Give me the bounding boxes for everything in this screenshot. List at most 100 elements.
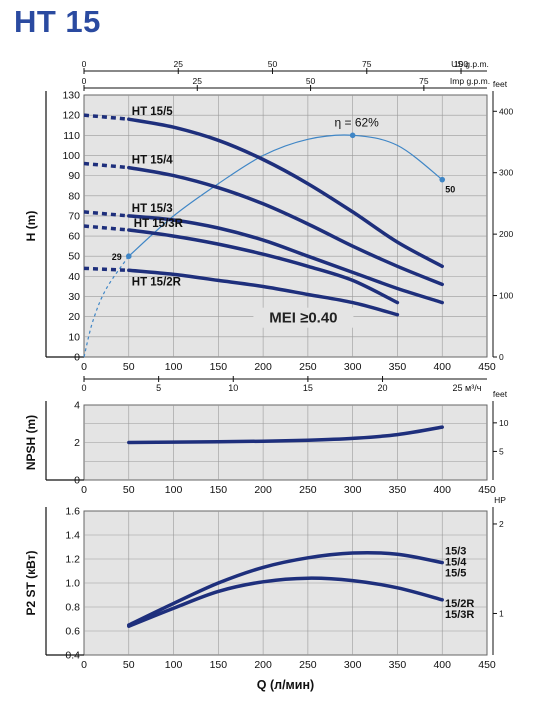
bottom-axis2-unit: 25 м³/ч	[453, 383, 482, 393]
head-ytick-label: 0	[74, 352, 80, 364]
top-axis-tick-label: 50	[306, 76, 316, 86]
head-y-label: H (m)	[24, 211, 38, 242]
power-xtick-label: 300	[344, 659, 362, 671]
power-xtick-label: 250	[299, 659, 317, 671]
series-label: HT 15/2R	[132, 276, 182, 288]
top-axis-tick-label: 25	[174, 59, 184, 69]
head-xtick-label: 350	[389, 361, 407, 373]
head-ytick-label: 50	[68, 251, 80, 263]
power-xtick-label: 200	[254, 659, 272, 671]
power-right-tick-label: 2	[499, 519, 504, 529]
efficiency-curve	[128, 134, 443, 257]
head-right-tick-label: 0	[499, 352, 504, 362]
npsh-ytick-label: 0	[74, 475, 80, 487]
series-label: 15/4	[445, 557, 467, 569]
head-ytick-label: 100	[62, 150, 80, 162]
npsh-right-tick-label: 10	[499, 418, 509, 428]
series-line-ht-15-3r	[127, 228, 400, 305]
efficiency-right-label: 50	[445, 185, 455, 195]
head-ytick-label: 70	[68, 210, 80, 222]
top-axis-tick-label: 75	[362, 59, 372, 69]
power-ytick-label: 1.4	[65, 530, 80, 542]
series-line-npsh	[127, 425, 444, 445]
efficiency-point-peak	[349, 132, 356, 139]
bottom-axis2-tick-label: 15	[303, 383, 313, 393]
top-axis-tick-label: 50	[268, 59, 278, 69]
series-line-ht-15-2r	[127, 268, 400, 317]
series-line-ht-15-4	[127, 165, 444, 287]
head-ytick-label: 40	[68, 271, 80, 283]
npsh-xtick-label: 350	[389, 484, 407, 496]
power-xtick-label: 450	[478, 659, 496, 671]
npsh-ytick-label: 4	[74, 400, 80, 412]
series-dashed-start	[83, 210, 129, 218]
series-label: HT 15/5	[132, 106, 174, 118]
head-ytick-label: 90	[68, 170, 80, 182]
power-y-label: P2 ST (кВт)	[24, 550, 38, 615]
npsh-xtick-label: 100	[165, 484, 183, 496]
series-dashed-start	[83, 113, 129, 121]
series-dashed-start	[83, 161, 129, 170]
efficiency-label: η = 62%	[334, 115, 379, 129]
power-xtick-label: 400	[433, 659, 451, 671]
power-ytick-label: 1.6	[65, 506, 80, 518]
top-axis-tick-label: 100	[454, 59, 468, 69]
series-line-ht-15-3	[127, 214, 444, 305]
head-ytick-label: 110	[63, 130, 80, 142]
series-line-15-2r-15-3r	[127, 576, 444, 628]
series-label: HT 15/3	[132, 203, 173, 215]
head-xtick-label: 150	[210, 361, 228, 373]
power-x-label: Q (л/мин)	[257, 678, 314, 692]
top-axis-unit: Imp g.p.m.	[450, 76, 490, 86]
series-label: 15/2R	[445, 598, 474, 610]
head-ytick-label: 10	[68, 331, 80, 343]
series-label: HT 15/3R	[134, 218, 184, 230]
head-ytick-label: 130	[62, 90, 80, 102]
efficiency-curve-dashed	[83, 255, 130, 358]
head-xtick-label: 400	[433, 361, 451, 373]
top-axis-tick-label: 25	[193, 76, 203, 86]
head-right-axis-unit: feet	[493, 79, 508, 89]
series-label: 15/3R	[445, 609, 474, 621]
power-xtick-label: 350	[389, 659, 407, 671]
head-xtick-label: 250	[299, 361, 317, 373]
npsh-right-tick-label: 5	[499, 446, 504, 456]
head-right-tick-label: 200	[499, 229, 513, 239]
power-ytick-label: 0.4	[65, 650, 80, 662]
bottom-axis2-tick-label: 5	[156, 383, 161, 393]
head-xtick-label: 0	[81, 361, 87, 373]
head-right-tick-label: 300	[499, 168, 513, 178]
head-xtick-label: 300	[344, 361, 362, 373]
power-xtick-label: 150	[210, 659, 228, 671]
series-line-15-3-15-4-15-5	[127, 550, 444, 627]
head-ytick-label: 80	[68, 190, 80, 202]
power-ytick-label: 0.8	[65, 602, 80, 614]
head-ytick-label: 120	[62, 110, 80, 122]
series-label: HT 15/4	[132, 155, 174, 167]
head-xtick-label: 450	[478, 361, 496, 373]
head-xtick-label: 100	[165, 361, 183, 373]
head-ytick-label: 20	[68, 311, 80, 323]
efficiency-left-label: 29	[112, 252, 122, 262]
series-label: 15/3	[445, 546, 466, 558]
efficiency-point-end	[439, 176, 446, 183]
npsh-xtick-label: 200	[254, 484, 272, 496]
npsh-y-label: NPSH (m)	[24, 415, 38, 470]
bottom-axis2-tick-label: 10	[228, 383, 238, 393]
mei-label-box	[253, 307, 354, 328]
power-right-axis-unit: HP	[494, 495, 506, 505]
head-xtick-label: 200	[254, 361, 272, 373]
bottom-axis2-tick-label: 20	[378, 383, 388, 393]
efficiency-point-start	[125, 253, 132, 260]
npsh-right-axis-unit: feet	[493, 389, 508, 399]
head-ytick-label: 30	[68, 291, 80, 303]
npsh-xtick-label: 450	[478, 484, 496, 496]
bottom-axis2-tick-label: 0	[81, 383, 86, 393]
power-xtick-label: 50	[123, 659, 135, 671]
top-axis-unit: US g.p.m.	[451, 59, 489, 69]
page-title: HT 15	[14, 4, 101, 39]
power-ytick-label: 1.0	[65, 578, 80, 590]
power-ytick-label: 1.2	[65, 554, 80, 566]
